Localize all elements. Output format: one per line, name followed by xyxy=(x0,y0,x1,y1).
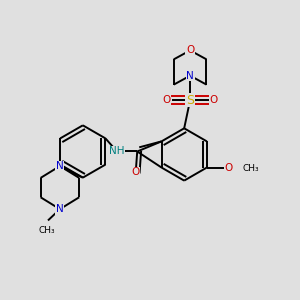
Text: O: O xyxy=(224,163,233,172)
Text: N: N xyxy=(186,71,194,81)
Text: CH₃: CH₃ xyxy=(38,226,55,235)
Text: CH₃: CH₃ xyxy=(242,164,259,172)
Text: N: N xyxy=(56,161,64,171)
Text: O: O xyxy=(132,167,140,177)
Text: N: N xyxy=(186,71,194,81)
Text: N: N xyxy=(56,204,64,214)
Text: O: O xyxy=(186,45,194,56)
Text: S: S xyxy=(186,94,194,106)
Text: O: O xyxy=(162,95,170,105)
Text: O: O xyxy=(210,95,218,105)
Text: NH: NH xyxy=(109,146,125,157)
